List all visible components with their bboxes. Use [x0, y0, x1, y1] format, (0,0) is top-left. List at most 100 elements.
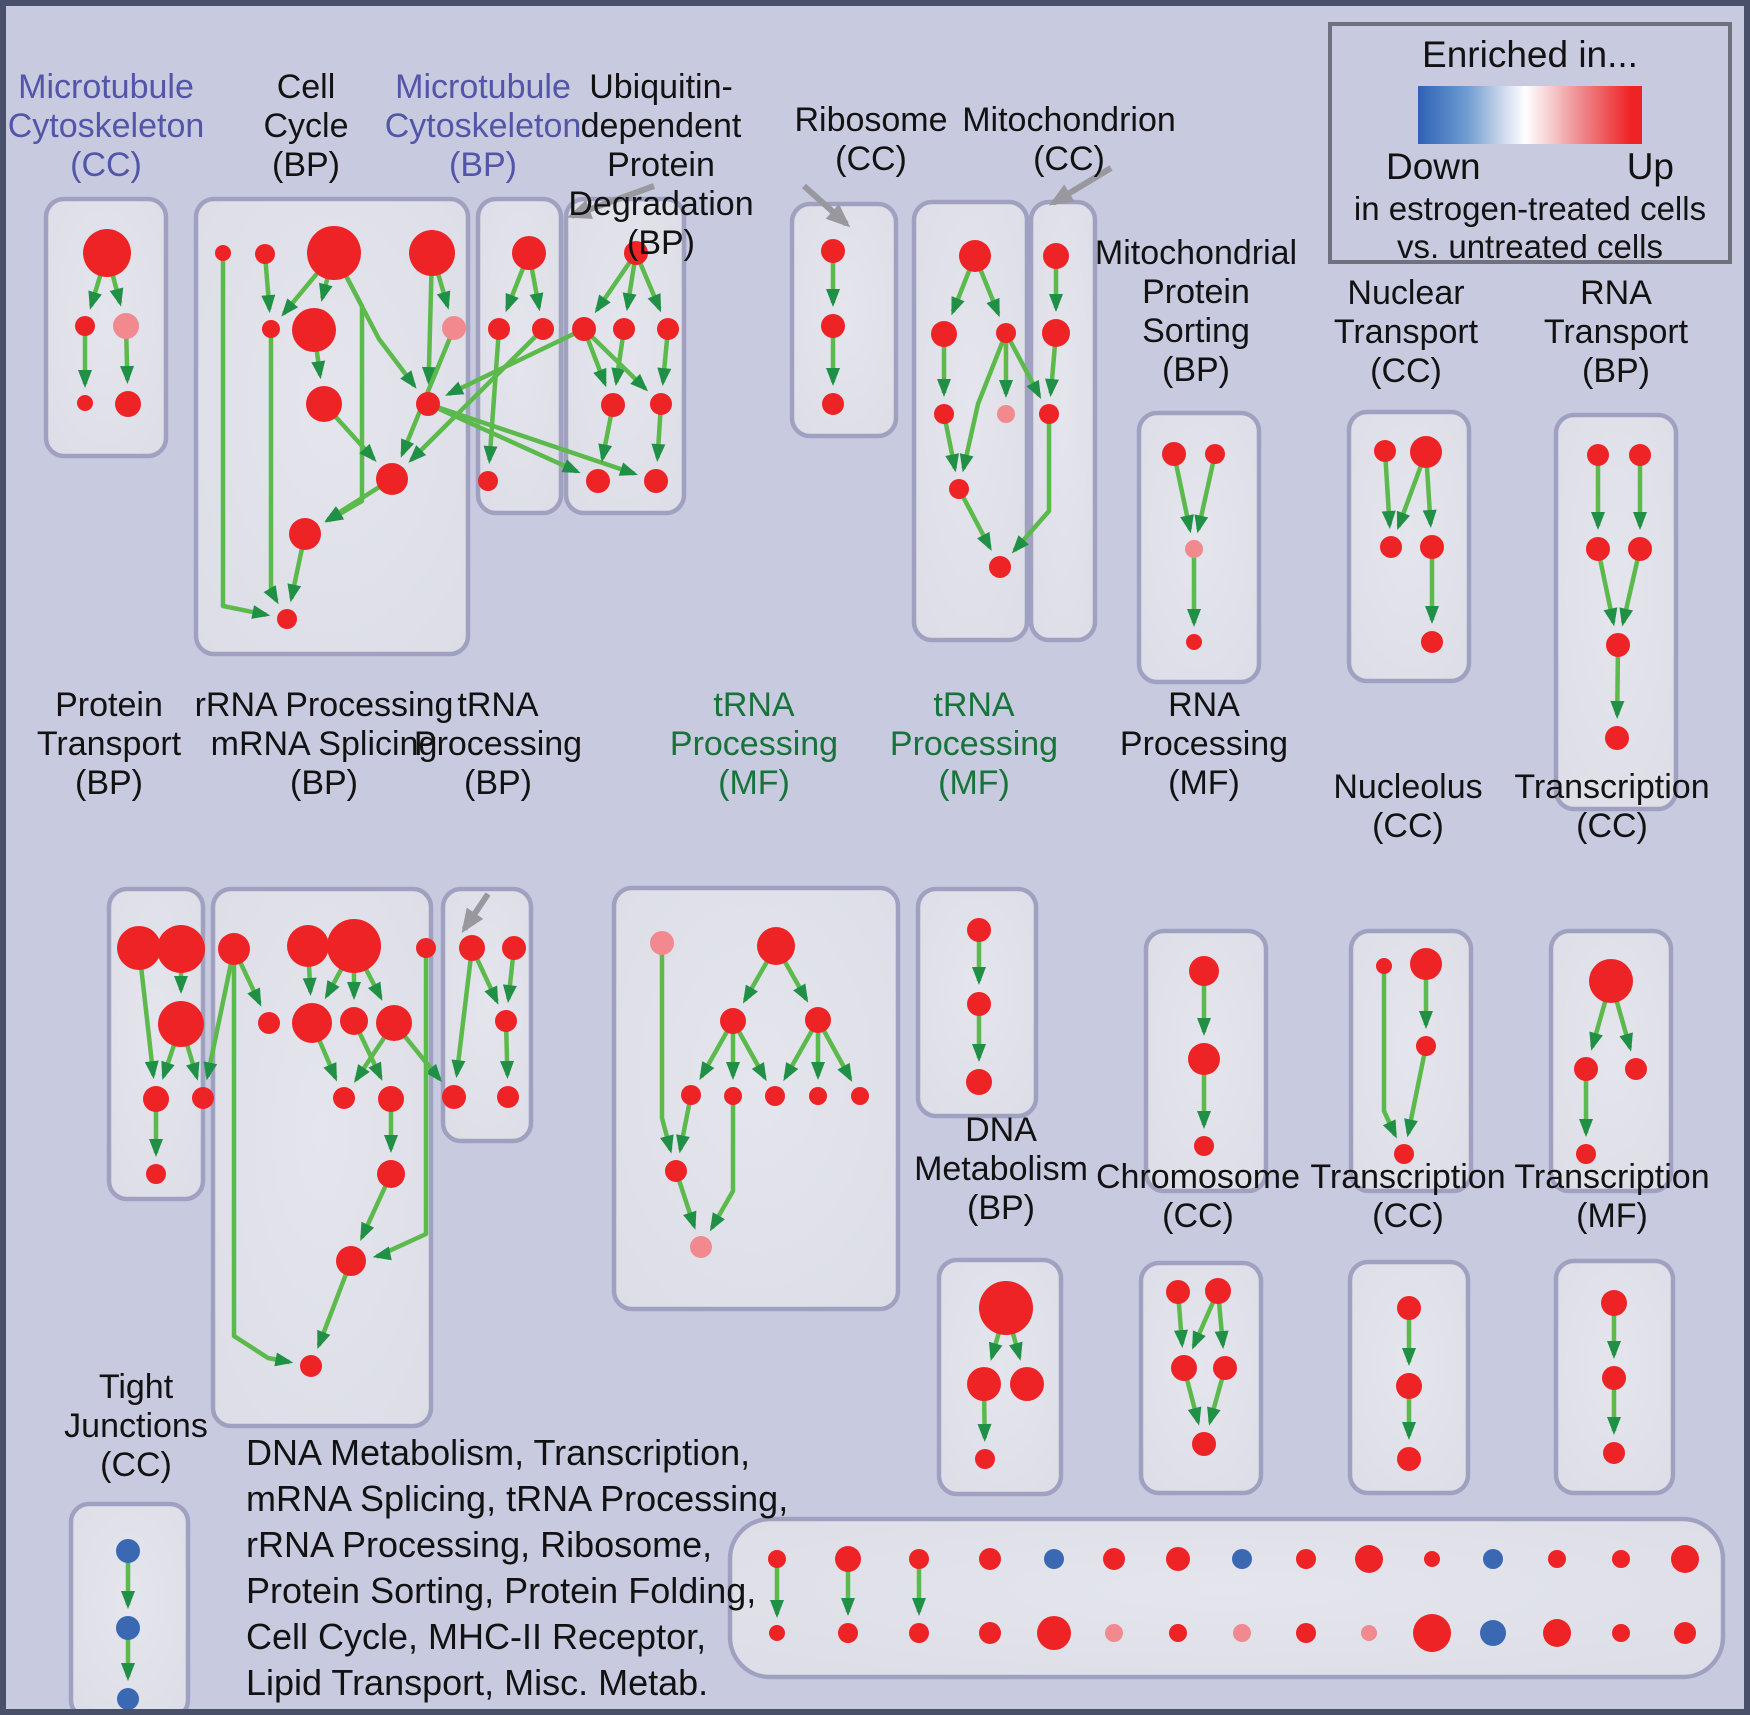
gene-node-bb9	[1296, 1623, 1316, 1643]
gene-node-bb7	[1169, 1624, 1187, 1642]
edge-t1-t4	[451, 947, 475, 1079]
gene-node-n2	[255, 244, 275, 264]
gene-node-n6	[292, 308, 336, 352]
cluster-label-dnametab: DNA Metabolism (BP)	[914, 1111, 1088, 1227]
gene-node-rb4	[934, 404, 954, 424]
gene-node-ub5	[601, 393, 625, 417]
gene-node-n9	[416, 392, 440, 416]
gene-node-uq1	[821, 239, 845, 263]
gene-node-e1	[1397, 1296, 1421, 1320]
gene-node-bt13	[1548, 1550, 1566, 1568]
gene-node-n8	[306, 386, 342, 422]
gene-node-u1	[757, 927, 795, 965]
gene-node-ub4	[657, 318, 679, 340]
gene-node-pe	[192, 1087, 214, 1109]
gene-node-t2	[502, 936, 526, 960]
gene-node-u7	[809, 1087, 827, 1105]
gene-node-v1	[967, 918, 991, 942]
gene-node-c1	[1166, 1280, 1190, 1304]
gene-node-mc2	[75, 316, 95, 336]
edge-n7-n10	[400, 327, 457, 458]
gene-node-bt12	[1483, 1549, 1503, 1569]
gene-node-t5	[497, 1086, 519, 1108]
cluster-box-mtcc	[43, 196, 169, 459]
cluster-label-ribosome: Ribosome (CC)	[794, 101, 948, 178]
gene-node-u6	[765, 1086, 785, 1106]
gene-node-na5	[1421, 631, 1443, 653]
cluster-box-chromosome	[1138, 1260, 1264, 1496]
gene-node-u5	[724, 1087, 742, 1105]
legend: Enriched in... Down Up in estrogen-treat…	[1328, 22, 1732, 265]
gene-node-rp	[378, 1086, 404, 1112]
gene-node-na1	[1374, 440, 1396, 462]
gene-node-bb11	[1413, 1614, 1451, 1652]
gene-node-bt9	[1296, 1549, 1316, 1569]
gene-node-t4	[442, 1085, 466, 1109]
network-svg	[43, 165, 1726, 1709]
gene-node-rs	[300, 1355, 322, 1377]
edge-rb6-rb7	[957, 487, 992, 552]
gene-node-d1	[979, 1281, 1033, 1335]
gene-node-u2	[720, 1008, 746, 1034]
cluster-box-mito	[1028, 199, 1098, 643]
edge-ub2-n9	[445, 326, 585, 397]
edge-z2-z3	[1194, 453, 1218, 534]
gene-node-u8	[851, 1087, 869, 1105]
gene-node-w3	[1194, 1136, 1214, 1156]
gene-node-mb4	[478, 471, 498, 491]
gene-node-ri	[327, 919, 381, 973]
gene-node-rq	[377, 1160, 405, 1188]
gene-node-bb2	[838, 1623, 858, 1643]
gene-node-e3	[1397, 1447, 1421, 1471]
cluster-label-transcc2: Transcription (CC)	[1310, 1158, 1506, 1235]
gene-node-n12	[277, 609, 297, 629]
gene-node-rg	[218, 933, 250, 965]
gene-node-f3	[1603, 1442, 1625, 1464]
edge-u0-u9	[659, 943, 674, 1154]
gene-node-rl	[292, 1003, 332, 1043]
cluster-label-prottrans: Protein Transport (BP)	[36, 686, 182, 802]
gene-node-bt5	[1044, 1549, 1064, 1569]
cluster-label-transcc1: Transcription (CC)	[1514, 768, 1710, 845]
gene-node-d4	[975, 1449, 995, 1469]
gene-node-z1	[1162, 442, 1186, 466]
gene-node-z4	[1186, 634, 1202, 650]
cluster-label-nucleolus: Nucleolus (CC)	[1333, 768, 1483, 845]
gene-node-n7	[442, 316, 466, 340]
pointer-arrow-to-ubiq-box1	[566, 183, 656, 219]
cluster-label-mitosort: Mitochondrial Protein Sorting (BP)	[1094, 234, 1298, 389]
gene-node-bt7	[1166, 1547, 1190, 1571]
gene-node-u4	[681, 1085, 701, 1105]
gene-node-bt10	[1355, 1545, 1383, 1573]
gene-node-pb	[157, 925, 205, 973]
cluster-label-nuctrans: Nuclear Transport (CC)	[1333, 274, 1479, 390]
gene-node-ub8	[644, 469, 668, 493]
cluster-label-mitochondrion: Mitochondrion (CC)	[962, 101, 1176, 178]
gene-node-d2	[967, 1367, 1001, 1401]
gene-node-y1	[1589, 959, 1633, 1003]
edge-n9-ub7	[427, 401, 581, 474]
edge-n1-n12	[220, 253, 271, 619]
gene-node-mc5	[115, 391, 141, 417]
gene-node-u3	[805, 1007, 831, 1033]
gene-node-ub2	[572, 317, 596, 341]
gene-node-u9	[665, 1160, 687, 1182]
gene-node-mc3	[113, 313, 139, 339]
gene-node-uq3	[822, 393, 844, 415]
gene-node-d3	[1010, 1367, 1044, 1401]
gene-node-t3	[495, 1010, 517, 1032]
gene-node-rh	[287, 925, 329, 967]
cluster-box-tightjunc	[68, 1501, 191, 1709]
gene-node-bb15	[1674, 1622, 1696, 1644]
gene-node-v3	[966, 1069, 992, 1095]
gene-node-ra1	[1587, 444, 1609, 466]
edge-ub2-ub6	[582, 327, 649, 392]
edge-mb2-mb4	[483, 328, 502, 465]
legend-down-label: Down	[1386, 146, 1481, 187]
gene-node-c3	[1171, 1355, 1197, 1381]
gene-node-w1	[1189, 956, 1219, 986]
gene-node-rj	[416, 938, 436, 958]
gene-node-pa	[117, 926, 161, 970]
edge-rj-rr	[372, 948, 429, 1261]
